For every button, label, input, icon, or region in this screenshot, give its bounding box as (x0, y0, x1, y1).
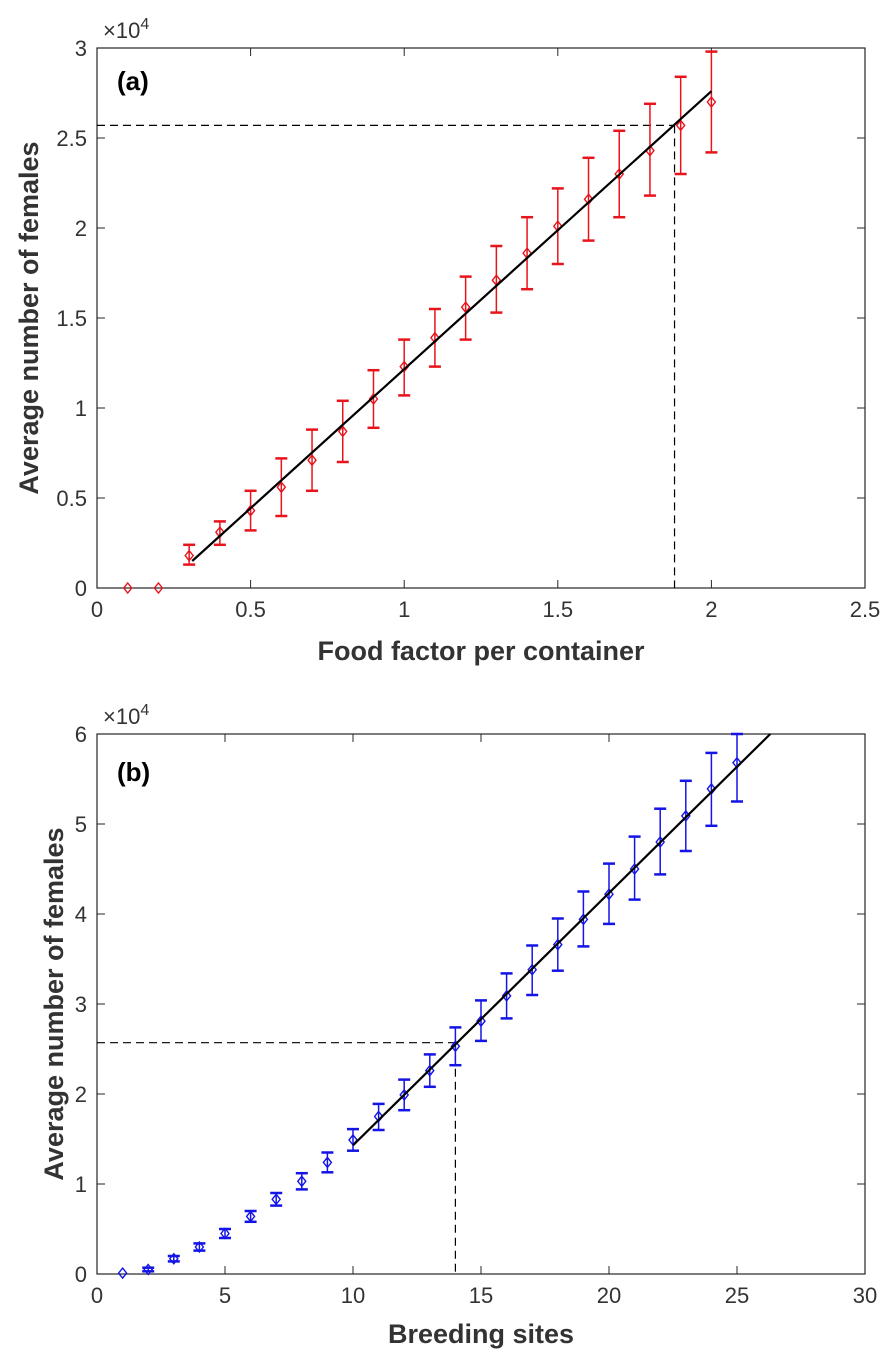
y-tick-label-b: 2 (75, 1082, 87, 1107)
data-point-a (368, 392, 379, 406)
data-point-b (629, 862, 640, 876)
data-point-b (424, 1064, 435, 1077)
chart-panel-a: ×104 (a) Food factor per container Avera… (14, 16, 880, 666)
y-axis-label-a: Average number of females (14, 141, 44, 494)
x-tick-label-b: 25 (725, 1283, 749, 1308)
data-point-a (122, 581, 133, 595)
data-point-a (276, 481, 287, 494)
data-point-b (220, 1227, 230, 1240)
data-point-b (501, 989, 512, 1003)
data-point-b (706, 782, 717, 796)
plot-frame-a (96, 47, 866, 589)
panel-label-b: (b) (117, 757, 150, 787)
y-tick-label-a: 0.5 (56, 486, 87, 511)
data-point-a (184, 549, 195, 562)
y-axis-label-b: Average number of females (39, 827, 69, 1180)
x-tick-label-a: 1 (398, 597, 410, 622)
x-axis-label-b: Breeding sites (388, 1319, 574, 1349)
x-tick-label-a: 2 (705, 597, 717, 622)
fit-line-a (191, 90, 713, 562)
data-point-b (143, 1263, 154, 1276)
data-point-a (245, 504, 256, 517)
data-point-a (307, 454, 317, 467)
data-point-b (194, 1240, 205, 1254)
y-exponent-label-b: ×104 (103, 702, 149, 729)
data-point-b (117, 1266, 128, 1280)
data-point-b (527, 963, 538, 976)
x-tick-label-b: 10 (341, 1283, 365, 1308)
y-tick-label-a: 3 (75, 36, 87, 61)
data-point-a (399, 360, 410, 373)
chart-panel-b: ×104 (b) Breeding sites Average number o… (39, 702, 877, 1349)
y-exponent-label-a: ×104 (103, 16, 149, 43)
x-tick-label-b: 0 (91, 1283, 103, 1308)
x-axis-label-a: Food factor per container (317, 636, 645, 666)
data-point-b (296, 1175, 307, 1188)
y-tick-label-b: 1 (75, 1172, 87, 1197)
data-point-b (271, 1193, 282, 1206)
x-tick-label-a: 1.5 (543, 597, 574, 622)
y-tick-label-b: 6 (75, 722, 87, 747)
y-tick-label-b: 4 (75, 902, 87, 927)
data-point-a (706, 95, 717, 109)
data-point-b (552, 938, 563, 951)
data-point-b (604, 888, 614, 901)
y-tick-label-b: 0 (75, 1262, 87, 1287)
y-tick-label-a: 1 (75, 396, 87, 421)
data-point-a (675, 119, 686, 132)
x-tick-label-b: 5 (219, 1283, 231, 1308)
data-point-b (168, 1252, 179, 1265)
y-tick-label-b: 5 (75, 812, 87, 837)
y-tick-label-a: 2.5 (56, 126, 87, 151)
x-tick-label-b: 30 (853, 1283, 877, 1308)
data-point-a (583, 193, 594, 206)
data-point-a (153, 581, 164, 595)
y-tick-label-a: 2 (75, 216, 87, 241)
x-tick-label-b: 20 (597, 1283, 621, 1308)
x-tick-label-a: 2.5 (850, 597, 881, 622)
data-point-b (245, 1210, 256, 1223)
y-tick-label-a: 0 (75, 576, 87, 601)
x-tick-label-a: 0.5 (235, 597, 266, 622)
y-tick-label-b: 3 (75, 992, 87, 1017)
panel-label-a: (a) (117, 66, 149, 96)
fit-line-b (352, 733, 772, 1147)
x-tick-label-b: 15 (469, 1283, 493, 1308)
data-point-b (322, 1156, 333, 1169)
data-point-b (578, 913, 589, 926)
y-tick-label-a: 1.5 (56, 306, 87, 331)
x-tick-label-a: 0 (91, 597, 103, 622)
data-point-a (337, 425, 348, 438)
data-point-b (476, 1014, 486, 1028)
data-point-b (450, 1040, 461, 1053)
